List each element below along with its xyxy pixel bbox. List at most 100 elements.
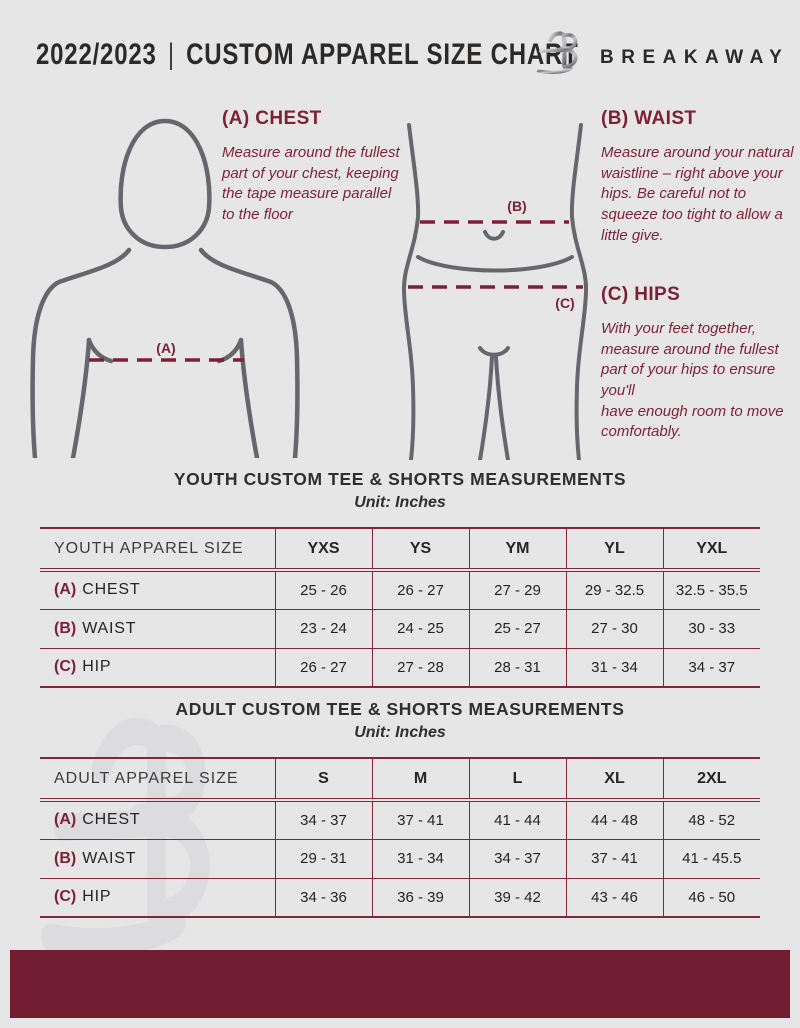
- left-side-line: [401, 123, 421, 460]
- crotch-line: [478, 346, 510, 357]
- cell-value: 34 - 37: [468, 839, 566, 878]
- cell-value: 44 - 48: [565, 800, 663, 839]
- watermark-b-monogram: [40, 717, 210, 956]
- cell-value: 29 - 31: [274, 839, 372, 878]
- cell-value: 29 - 32.5: [565, 570, 663, 609]
- lower-body-figure: (B) (C): [401, 123, 589, 460]
- cell-value: 41 - 44: [468, 800, 566, 839]
- cell-value: 37 - 41: [565, 839, 663, 878]
- cell-value: 23 - 24: [274, 609, 372, 648]
- cell-value: 26 - 27: [371, 570, 469, 609]
- hips-instruction-body: With your feet together, measure around …: [601, 320, 784, 441]
- row-label-prefix: (A): [54, 811, 77, 829]
- adult-table-unit: Unit: Inches: [354, 724, 446, 741]
- column-header-size: ADULT APPAREL SIZE: [54, 769, 239, 787]
- cell-value: 27 - 30: [565, 609, 663, 648]
- column-header-l: L: [468, 758, 566, 800]
- column-header-xl: XL: [565, 758, 663, 800]
- column-header-m: M: [371, 758, 469, 800]
- breakaway-b-monogram-icon: [536, 31, 578, 75]
- table-row-hip: (C) HIP 26 - 27 27 - 28 28 - 31 31 - 34 3…: [40, 648, 760, 687]
- cell-value: 27 - 28: [371, 648, 469, 687]
- right-inner-leg-line: [494, 355, 510, 460]
- cell-value: 25 - 27: [468, 609, 566, 648]
- cell-value: 25 - 26: [274, 570, 372, 609]
- cell-value: 34 - 36: [274, 878, 372, 917]
- cell-value: 32.5 - 35.5: [662, 570, 760, 609]
- table-row-waist: (B) WAIST 29 - 31 31 - 34 34 - 37 37 - 41…: [40, 839, 760, 878]
- right-inner-arm-line: [238, 337, 260, 458]
- waist-instruction-body: Measure around your natural waistline – …: [601, 144, 794, 244]
- adult-size-table: ADULT APPAREL SIZE S M L XL 2XL (A) CHEST…: [40, 757, 760, 918]
- column-header-size: YOUTH APPAREL SIZE: [54, 539, 244, 557]
- youth-size-table: YOUTH APPAREL SIZE YXS YS YM YL YXL (A) C…: [40, 527, 760, 688]
- right-armpit-line: [216, 337, 244, 364]
- cell-value: 27 - 29: [468, 570, 566, 609]
- torso-figure: (A): [30, 118, 300, 458]
- row-label: (A) CHEST: [40, 570, 275, 609]
- row-label: (A) CHEST: [40, 800, 275, 839]
- hips-instruction: (C) HIPS With your feet together, measur…: [601, 284, 795, 443]
- column-header-s: S: [274, 758, 372, 800]
- row-label-prefix: (A): [54, 581, 77, 599]
- row-label-prefix: (B): [54, 619, 77, 637]
- left-armpit-line: [86, 337, 114, 364]
- waist-instruction: (B) WAIST Measure around your natural wa…: [601, 108, 795, 246]
- row-label-text: WAIST: [82, 849, 137, 867]
- row-label-text: CHEST: [82, 581, 141, 599]
- row-label-prefix: (B): [54, 849, 77, 867]
- row-label-text: HIP: [82, 658, 112, 676]
- head-outline: [118, 118, 212, 250]
- chest-marker-label: (A): [156, 340, 175, 356]
- waist-marker-label: (B): [507, 198, 526, 214]
- row-label-text: WAIST: [82, 619, 137, 637]
- cell-value: 24 - 25: [371, 609, 469, 648]
- waist-instruction-heading: (B) WAIST: [601, 108, 697, 129]
- hip-crease-line: [416, 255, 574, 273]
- column-header-yxl: YXL: [662, 528, 760, 570]
- youth-header-row: YOUTH APPAREL SIZE YXS YS YM YL YXL: [40, 528, 760, 570]
- row-label-text: HIP: [82, 888, 112, 906]
- column-header-ym: YM: [468, 528, 566, 570]
- row-label-text: CHEST: [82, 811, 141, 829]
- cell-value: 46 - 50: [662, 878, 760, 917]
- adult-header-row: ADULT APPAREL SIZE S M L XL 2XL: [40, 758, 760, 800]
- title-text: CUSTOM APPAREL SIZE CHART: [186, 38, 579, 71]
- table-row-waist: (B) WAIST 23 - 24 24 - 25 25 - 27 27 - 30…: [40, 609, 760, 648]
- hips-instruction-heading: (C) HIPS: [601, 284, 681, 305]
- table-row-chest: (A) CHEST 34 - 37 37 - 41 41 - 44 44 - 48…: [40, 800, 760, 839]
- chest-instruction-body: Measure around the fullest part of your …: [222, 144, 400, 224]
- column-header-yxs: YXS: [274, 528, 372, 570]
- page-title: 2022/2023 | CUSTOM APPAREL SIZE CHART: [36, 38, 579, 72]
- cell-value: 41 - 45.5: [662, 839, 760, 878]
- table-row-chest: (A) CHEST 25 - 26 26 - 27 27 - 29 29 - 32…: [40, 570, 760, 609]
- title-separator: |: [167, 38, 175, 71]
- season-text: 2022/2023: [36, 38, 157, 71]
- navel-mark: [483, 230, 505, 241]
- row-label-prefix: (C): [54, 888, 77, 906]
- cell-value: 43 - 46: [565, 878, 663, 917]
- row-label: (B) WAIST: [40, 839, 275, 878]
- hip-marker-label: (C): [555, 295, 574, 311]
- cell-value: 31 - 34: [371, 839, 469, 878]
- youth-table-unit: Unit: Inches: [354, 494, 446, 511]
- cell-value: 31 - 34: [565, 648, 663, 687]
- chest-instruction-heading: (A) CHEST: [222, 108, 322, 129]
- cell-value: 34 - 37: [662, 648, 760, 687]
- row-label: (C) HIP: [40, 648, 275, 687]
- right-shoulder-arm-line: [198, 247, 300, 458]
- youth-table-title: YOUTH CUSTOM TEE & SHORTS MEASUREMENTS: [173, 469, 627, 489]
- cell-value: 36 - 39: [371, 878, 469, 917]
- column-header-2xl: 2XL: [662, 758, 760, 800]
- brand-name: BREAKAWAY: [600, 47, 790, 68]
- footer-bar: [10, 950, 790, 1018]
- row-label: (B) WAIST: [40, 609, 275, 648]
- column-header-ys: YS: [371, 528, 469, 570]
- right-side-line: [569, 123, 589, 460]
- left-shoulder-arm-line: [30, 247, 132, 458]
- row-label-prefix: (C): [54, 658, 77, 676]
- table-row-hip: (C) HIP 34 - 36 36 - 39 39 - 42 43 - 46 4…: [40, 878, 760, 917]
- adult-table-title: ADULT CUSTOM TEE & SHORTS MEASUREMENTS: [175, 699, 625, 719]
- chest-instruction: (A) CHEST Measure around the fullest par…: [222, 108, 400, 226]
